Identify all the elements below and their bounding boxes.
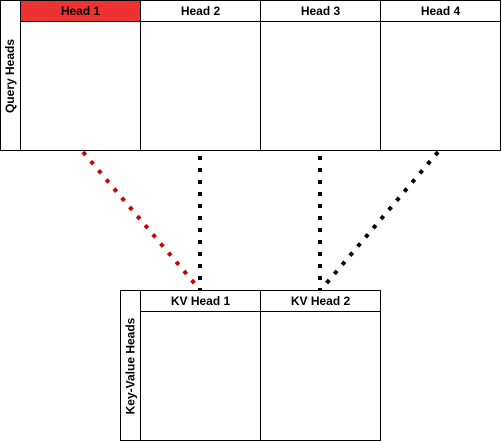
query-head-3-title: Head 3 [261,1,380,22]
query-head-2-title: Head 2 [141,1,260,22]
query-heads-block: Query Heads Head 1 Head 2 Head 3 Head 4 [0,0,501,151]
query-head-2: Head 2 [141,1,261,150]
query-head-1-title: Head 1 [21,1,140,22]
kv-heads-label-text: Key-Value Heads [123,317,138,414]
kv-head-2-title: KV Head 2 [261,291,380,312]
query-head-3: Head 3 [261,1,381,150]
query-head-4: Head 4 [381,1,500,150]
kv-head-2: KV Head 2 [261,291,380,440]
kv-heads-label: Key-Value Heads [121,291,141,440]
query-head-1: Head 1 [21,1,141,150]
query-heads-label: Query Heads [1,1,21,150]
connector-head4-kv2 [323,150,440,287]
kv-head-1: KV Head 1 [141,291,261,440]
kv-head-1-title: KV Head 1 [141,291,260,312]
connector-head1-kv1 [81,150,197,286]
query-head-4-title: Head 4 [381,1,500,22]
kv-heads-block: Key-Value Heads KV Head 1 KV Head 2 [120,290,381,441]
